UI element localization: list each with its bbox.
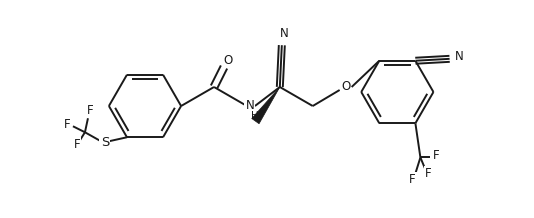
Text: F: F bbox=[425, 167, 431, 180]
Text: F: F bbox=[64, 118, 70, 131]
Text: N: N bbox=[279, 27, 288, 40]
Text: F: F bbox=[87, 104, 93, 117]
Text: N: N bbox=[246, 99, 254, 112]
Text: N: N bbox=[455, 50, 464, 63]
Text: F: F bbox=[74, 138, 80, 151]
Polygon shape bbox=[252, 87, 280, 124]
Text: O: O bbox=[223, 53, 233, 66]
Text: S: S bbox=[101, 136, 109, 149]
Text: H: H bbox=[251, 111, 259, 121]
Text: O: O bbox=[341, 80, 350, 94]
Text: F: F bbox=[433, 149, 439, 162]
Text: F: F bbox=[409, 173, 415, 186]
